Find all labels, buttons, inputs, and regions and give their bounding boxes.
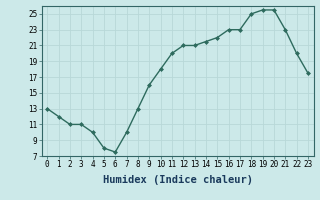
X-axis label: Humidex (Indice chaleur): Humidex (Indice chaleur) bbox=[103, 175, 252, 185]
